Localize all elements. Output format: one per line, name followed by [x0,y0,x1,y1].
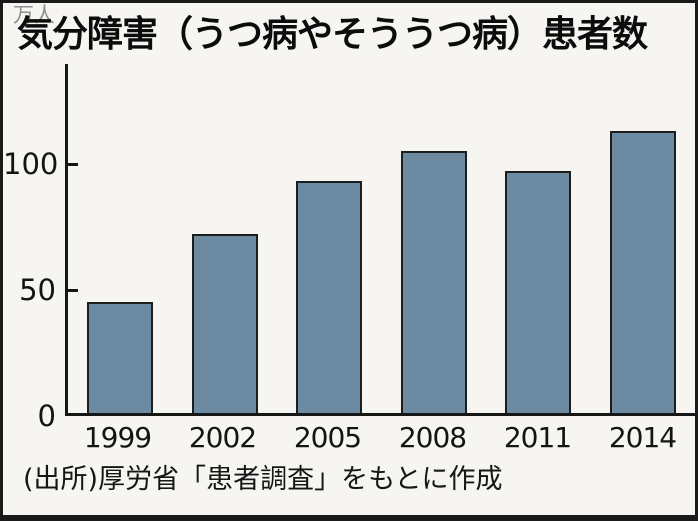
bar-slot-2002 [173,64,278,413]
x-tick-label-2014: 2014 [608,421,677,454]
bar-2005 [296,181,363,413]
x-tick-label-2011: 2011 [503,421,572,454]
bar-1999 [87,302,154,413]
bar-2011 [505,171,572,413]
y-axis-unit-label: 万人 [13,3,55,27]
bar-slot-1999 [68,64,173,413]
plot-area [65,64,695,416]
chart-title: 気分障害（うつ病やそううつ病）患者数 [17,14,648,55]
source-note: (出所)厚労省「患者調査」をもとに作成 [23,464,503,495]
x-tick-label-1999: 1999 [83,421,152,454]
x-tick-label-2005: 2005 [293,421,362,454]
bar-2002 [191,234,258,413]
x-axis-labels: 1999 2002 2005 2008 2011 2014 [65,421,695,454]
bar-2014 [609,131,676,413]
y-tick-label-100: 100 [3,147,59,181]
bar-2008 [400,151,467,413]
bar-slot-2014 [591,64,696,413]
y-tick-label-50: 50 [19,273,56,307]
y-tick-mark-100 [68,163,78,166]
bar-slot-2008 [382,64,487,413]
bars-container [68,64,695,413]
x-tick-label-2008: 2008 [398,421,467,454]
y-tick-label-0: 0 [37,399,56,433]
y-tick-mark-50 [68,289,78,292]
x-tick-label-2002: 2002 [188,421,257,454]
bar-slot-2005 [277,64,382,413]
bar-slot-2011 [486,64,591,413]
